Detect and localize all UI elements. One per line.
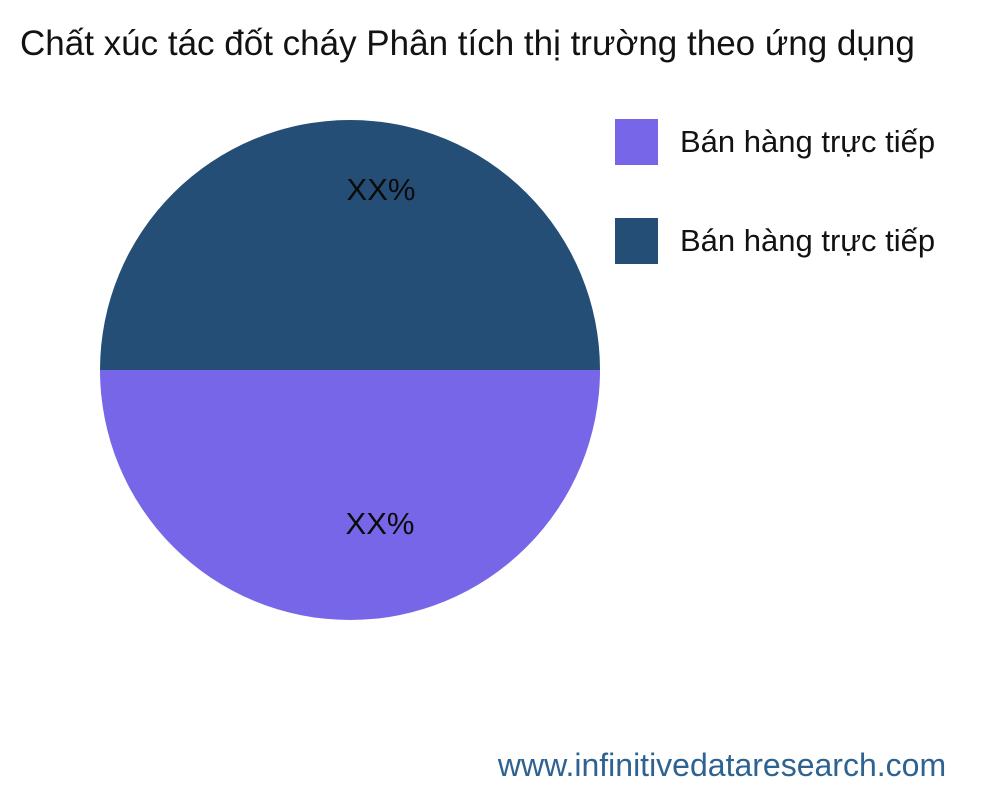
- pie-slice-top: [100, 120, 600, 370]
- chart-title: Chất xúc tác đốt cháy Phân tích thị trườ…: [20, 24, 915, 63]
- slice-percent-label-top: XX%: [346, 172, 416, 207]
- pie-slice-bottom: [100, 370, 600, 620]
- legend-label: Bán hàng trực tiếp: [680, 223, 936, 258]
- legend-item: Bán hàng trực tiếp: [615, 218, 935, 264]
- slice-percent-label-bottom: XX%: [345, 506, 415, 541]
- legend: Bán hàng trực tiếp Bán hàng trực tiếp: [615, 119, 935, 264]
- legend-swatch-purple: [615, 119, 658, 165]
- legend-label: Bán hàng trực tiếp: [680, 124, 936, 159]
- pie-chart: [100, 120, 600, 620]
- footer-website-link[interactable]: www.infinitivedataresearch.com: [497, 747, 947, 783]
- legend-swatch-navy: [615, 218, 658, 264]
- legend-item: Bán hàng trực tiếp: [615, 119, 935, 165]
